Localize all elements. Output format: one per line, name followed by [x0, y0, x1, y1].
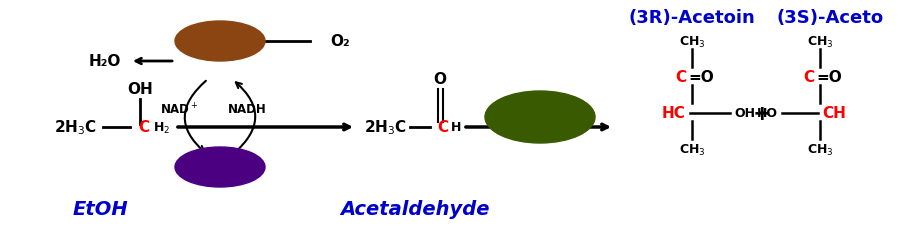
Text: H₂O: H₂O	[88, 54, 121, 69]
Text: OH: OH	[733, 107, 754, 120]
Text: Acetaldehyde: Acetaldehyde	[340, 200, 489, 219]
Text: NADH: NADH	[228, 103, 266, 116]
Text: EtDH: EtDH	[196, 158, 243, 176]
Text: HC: HC	[661, 106, 685, 121]
Text: EtOH: EtOH	[72, 200, 127, 219]
Text: O₂: O₂	[330, 34, 349, 49]
Text: HO: HO	[756, 107, 777, 120]
Ellipse shape	[175, 147, 265, 187]
Ellipse shape	[175, 22, 265, 62]
Text: CH$_3$: CH$_3$	[678, 142, 704, 157]
Text: 2H$_3$C: 2H$_3$C	[53, 118, 97, 137]
Text: CH$_3$: CH$_3$	[678, 34, 704, 49]
Text: CH$_3$: CH$_3$	[805, 34, 833, 49]
Text: (3S)-Aceto: (3S)-Aceto	[776, 9, 882, 27]
Text: CH$_3$: CH$_3$	[805, 142, 833, 157]
Text: H: H	[451, 121, 461, 134]
Text: (3R)-Acetoin: (3R)-Acetoin	[628, 9, 755, 27]
Text: +: +	[752, 104, 770, 123]
Text: C: C	[436, 120, 448, 135]
Text: OH: OH	[127, 82, 153, 97]
Ellipse shape	[485, 92, 594, 143]
Text: H$_2$: H$_2$	[153, 120, 170, 135]
Text: =O: =O	[687, 70, 713, 85]
Text: C: C	[675, 70, 685, 85]
Text: 2H$_3$C: 2H$_3$C	[363, 118, 406, 137]
Text: NAD$^+$: NAD$^+$	[160, 102, 198, 117]
Text: NOX: NOX	[200, 33, 240, 51]
Text: O: O	[433, 72, 446, 87]
Text: CH: CH	[821, 106, 845, 121]
Text: Liase: Liase	[511, 108, 568, 127]
Text: =O: =O	[815, 70, 841, 85]
Text: C: C	[138, 120, 149, 135]
Text: C: C	[802, 70, 813, 85]
